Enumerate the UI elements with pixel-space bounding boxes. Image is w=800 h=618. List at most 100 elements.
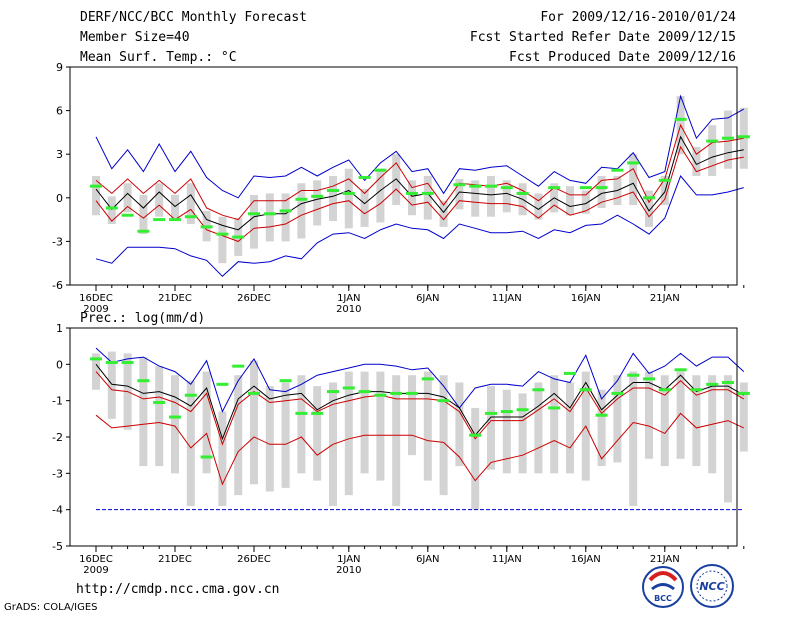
precipitation-box [660,375,669,467]
precipitation-box [139,357,148,467]
precipitation-box [487,386,495,470]
temperature-obs-mark [421,191,434,195]
temperature-ytick-label: -3 [52,235,63,248]
precipitation-obs-mark [390,391,403,395]
precipitation-obs-mark [611,391,624,395]
precipitation-box [692,375,701,467]
precipitation-obs-mark [579,388,592,392]
fcst-produced-date: Fcst Produced Date 2009/12/16 [509,50,736,65]
precipitation-xtick-label: 21DEC [158,554,192,565]
precipitation-box [629,371,638,507]
forecast-period: For 2009/12/16-2010/01/24 [540,10,736,25]
precipitation-obs-mark [421,377,434,381]
temperature-obs-mark [279,209,292,213]
temperature-obs-mark [722,136,734,140]
temperature-upper-line [95,123,744,221]
temperature-ytick-label: -6 [52,279,63,292]
precipitation-obs-mark [90,357,102,361]
precipitation-box [234,375,243,496]
precipitation-obs-mark [706,382,719,386]
precipitation-xtick-label: 26DEC [237,554,271,565]
temperature-obs-mark [658,178,671,182]
precipitation-box [550,375,559,474]
precipitation-box [534,382,543,474]
temperature-obs-mark [248,212,260,216]
precip-axis-label: Prec.: log(mm/d) [80,311,206,326]
precipitation-box [250,360,258,485]
precipitation-box [265,386,274,492]
temperature-xtick-label: 21JAN [650,293,680,304]
precipitation-box [155,366,164,467]
temperature-obs-mark [216,232,229,236]
precipitation-upper-line [95,371,745,446]
variable-label: Mean Surf. Temp.: °C [80,50,237,65]
temperature-obs-mark [121,213,134,217]
temperature-obs-mark [627,161,640,165]
ncc-logo-text: NCC [699,580,724,593]
precipitation-obs-mark [500,410,513,414]
precipitation-obs-mark [153,400,166,404]
precipitation-obs-mark [137,379,150,383]
temperature-box [123,183,132,213]
temperature-obs-mark [453,183,466,187]
precipitation-xtick-label: 6JAN [416,554,439,565]
temperature-box [408,180,416,216]
precipitation-xtick-year: 2009 [83,565,108,576]
source-url[interactable]: http://cmdp.ncc.cma.gov.cn [76,582,280,597]
precipitation-xtick-label: 16DEC [79,554,113,565]
precipitation-obs-mark [121,361,134,365]
precipitation-obs-mark [548,406,561,410]
precipitation-obs-mark [342,386,355,390]
temperature-xtick-label: 16DEC [79,293,113,304]
temperature-obs-mark [611,168,624,172]
precipitation-obs-mark [406,391,418,395]
temperature-xtick-label: 26DEC [237,293,271,304]
temperature-max-line [95,94,745,199]
precipitation-ytick-label: -1 [52,395,63,408]
temperature-box [265,193,274,242]
precipitation-obs-mark [722,381,734,384]
precipitation-xtick-year: 2010 [336,565,361,576]
precipitation-obs-mark [327,390,339,394]
precipitation-ytick-label: -2 [52,431,63,444]
temperature-box [423,176,432,220]
temperature-ytick-label: 9 [56,61,63,74]
precipitation-ytick-label: -4 [52,504,63,517]
temperature-box [487,176,495,217]
precipitation-lower-line [95,412,745,486]
temperature-box [92,176,100,216]
temperature-obs-mark [516,191,529,195]
precipitation-ytick-label: 0 [56,358,63,371]
precipitation-box [645,371,653,459]
temperature-obs-mark [105,206,118,210]
precipitation-obs-mark [169,415,181,419]
temperature-xtick-label: 6JAN [416,293,439,304]
precipitation-obs-mark [516,408,529,412]
precipitation-obs-mark [437,399,450,403]
temperature-box [186,183,195,224]
temperature-obs-mark [184,215,197,219]
temperature-ytick-label: 3 [56,148,63,161]
temperature-mean-line [95,135,744,231]
precipitation-box [724,375,732,503]
precipitation-box [186,380,195,507]
precipitation-obs-mark [279,379,292,383]
precipitation-box [518,393,527,474]
precipitation-ytick-label: -3 [52,467,63,480]
precipitation-obs-mark [643,377,655,381]
precipitation-obs-mark [248,391,260,395]
precipitation-obs-mark [232,364,245,368]
temperature-obs-mark [374,168,387,172]
precipitation-box [313,386,322,481]
temperature-box [597,176,606,208]
precipitation-box [218,411,227,507]
temperature-box [502,180,511,213]
precipitation-box [739,382,748,452]
fcst-started-date: Fcst Started Refer Date 2009/12/15 [469,30,736,45]
temperature-obs-mark [469,184,482,188]
precipitation-box [297,375,306,474]
temperature-obs-mark [200,225,213,229]
